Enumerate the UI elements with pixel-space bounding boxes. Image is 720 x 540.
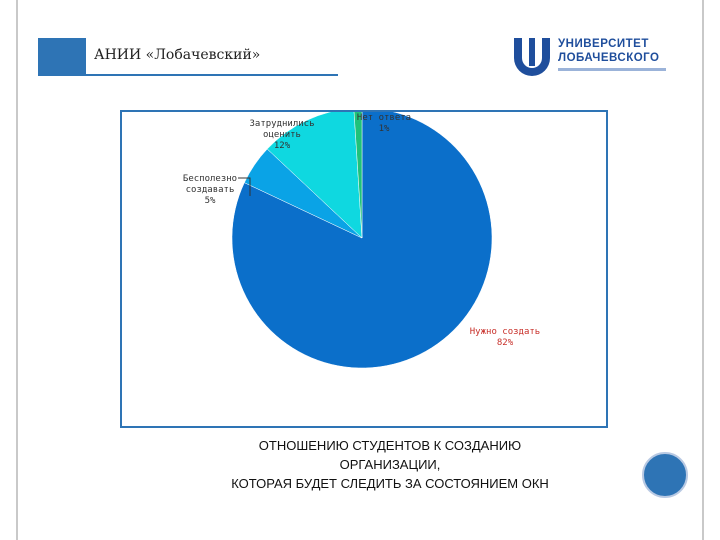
header-bar [38,38,338,74]
university-logo: УНИВЕРСИТЕТ ЛОБАЧЕВСКОГО [510,34,670,78]
pie-slice-2 [266,112,363,239]
page-title: АНИИ «Лобачевский» [94,47,261,63]
pie-label-leader-1 [238,177,251,196]
header-underline [38,74,338,76]
caption-line-2: ОРГАНИЗАЦИИ, [339,457,441,472]
pie-slice-3 [353,112,363,239]
caption-line-1: ОТНОШЕНИЮ СТУДЕНТОВ К СОЗДАНИЮ [258,438,522,453]
logo-subtext [558,68,666,71]
frame-right-rule [702,0,704,540]
chart-frame: Нужно создать 82% Бесполезно создавать 5% Зат… [120,110,608,428]
frame-left-rule [16,0,18,540]
logo-mark-icon [514,38,550,76]
header-accent [38,38,86,74]
caption-line-3: КОТОРАЯ БУДЕТ СЛЕДИТЬ ЗА СОСТОЯНИЕМ ОКН [231,476,549,491]
pie-label-2: Затруднились оценить 12% [249,119,314,151]
pie-chart: Нужно создать 82% Бесполезно создавать 5% Зат… [183,112,540,369]
decorative-circle [642,452,688,498]
pie-slice-0 [231,112,493,369]
logo-text-line1: УНИВЕРСИТЕТ [558,38,649,50]
pie-label-0: Нужно создать 82% [470,327,540,348]
pie-label-1: Бесполезно создавать 5% [183,174,237,206]
pie-label-3: Нет ответа 1% [357,113,411,134]
logo-text-line2: ЛОБАЧЕВСКОГО [558,52,660,64]
chart-caption: ОТНОШЕНИЮ СТУДЕНТОВ К СОЗДАНИЮ ОРГАНИЗАЦ… [140,436,640,493]
